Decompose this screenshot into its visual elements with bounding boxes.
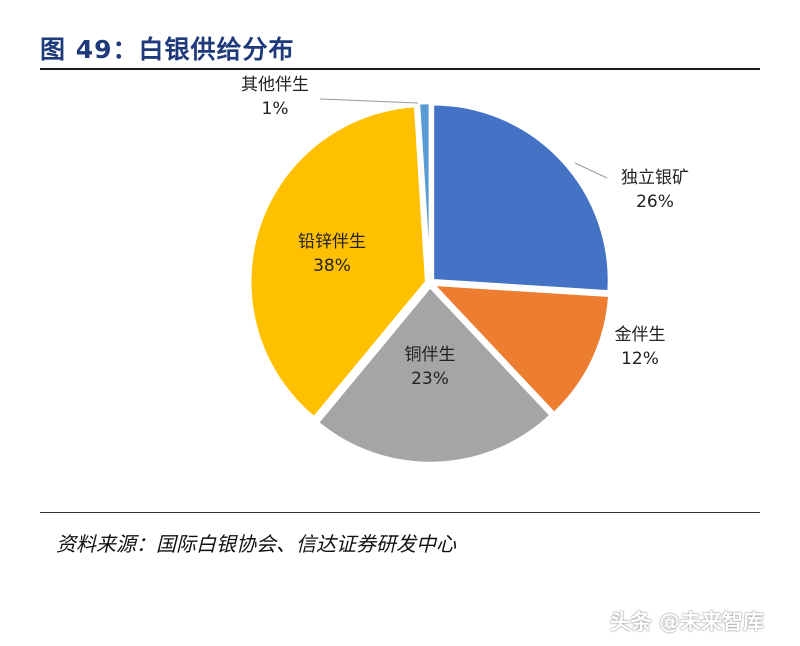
leader-lines (319, 98, 608, 179)
pie-slices (248, 101, 611, 465)
slice-label-3: 铜伴生 (405, 345, 456, 365)
pie-slice-2 (430, 283, 611, 415)
title-divider (40, 68, 760, 70)
leader-line-1 (574, 162, 608, 179)
slice-label-5: 其他伴生 (241, 75, 309, 95)
source-divider (40, 512, 760, 513)
watermark: 头条 @未来智库 (609, 610, 764, 634)
slice-value-2: 12% (621, 349, 659, 369)
pie-slice-5 (417, 101, 432, 280)
leader-line-5 (319, 98, 419, 104)
slice-label-2: 金伴生 (615, 325, 666, 345)
pie-slice-3 (316, 285, 553, 465)
slice-value-1: 26% (636, 192, 674, 212)
slice-value-4: 38% (313, 256, 351, 276)
chart-title: 图 49：白银供给分布 (40, 35, 295, 64)
pie-slice-1 (431, 103, 611, 293)
slice-labels: 独立银矿 26% 金伴生 12% 铜伴生 23% 铅锌伴生 38% 其他伴生 1% (241, 75, 689, 389)
slice-label-1: 独立银矿 (621, 168, 689, 188)
slice-value-5: 1% (262, 99, 289, 119)
slice-value-3: 23% (411, 369, 449, 389)
pie-slice-4 (248, 104, 428, 420)
source-note: 资料来源：国际白银协会、信达证券研发中心 (56, 532, 456, 556)
slice-label-4: 铅锌伴生 (298, 232, 366, 252)
